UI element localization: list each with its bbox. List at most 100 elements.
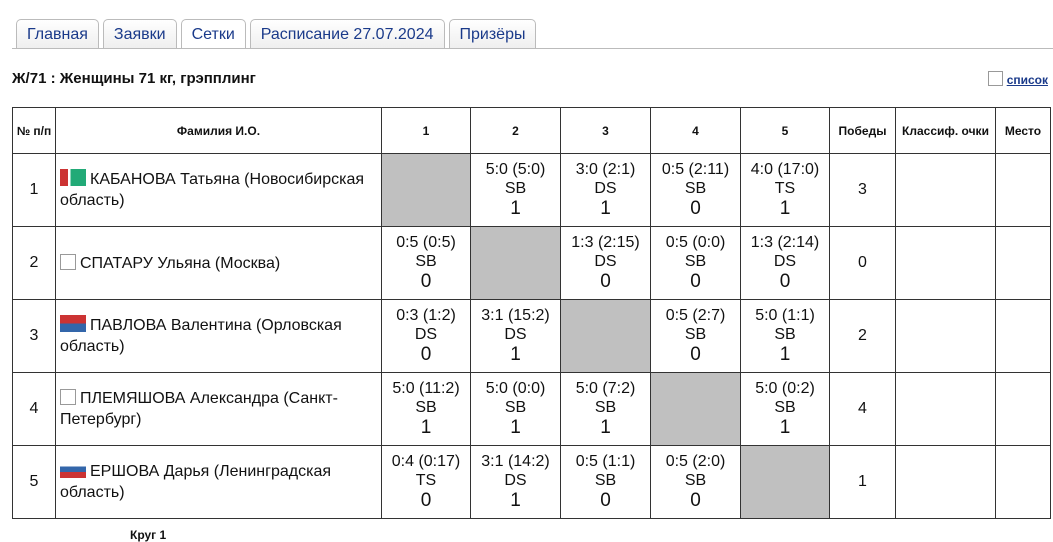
bout-score: 5:0 (7:2) — [575, 380, 636, 397]
bout-points: 0 — [779, 271, 791, 292]
bout-cell: 5:0 (1:1) SB 1 — [740, 299, 830, 373]
bout-cell: 5:0 (0:2) SB 1 — [740, 372, 830, 446]
wins: 0 — [829, 226, 896, 300]
row: 5 ЕРШОВА Дарья (Ленинградская область) 0:4… — [12, 445, 1051, 519]
bout-score: 4:0 (17:0) — [750, 161, 820, 178]
bout-points: 1 — [779, 417, 791, 438]
tab[interactable]: Расписание 27.07.2024 — [249, 19, 445, 49]
bout-method: SB — [594, 399, 617, 416]
empty-cell — [381, 153, 471, 227]
athlete-cell: КАБАНОВА Татьяна (Новосибирская область) — [55, 153, 382, 227]
bout-cell: 0:3 (1:2) DS 0 — [381, 299, 471, 373]
bout-method: DS — [504, 326, 527, 343]
bout-score: 5:0 (11:2) — [392, 380, 460, 397]
header-cell: Победы — [829, 107, 896, 154]
bout-score: 1:3 (2:14) — [750, 234, 820, 251]
header-cell: № п/п — [12, 107, 56, 154]
bout-cell: 3:1 (15:2) DS 1 — [470, 299, 561, 373]
row-number: 5 — [12, 445, 56, 519]
bout-points: 1 — [510, 344, 521, 365]
bout-points: 1 — [510, 417, 521, 438]
bout-points: 0 — [600, 490, 611, 511]
athlete-name: ПАВЛОВА Валентина (Орловская область) — [60, 317, 342, 355]
header-cell: Место — [995, 107, 1051, 154]
bout-cell: 5:0 (11:2) SB 1 — [381, 372, 471, 446]
bout-method: TS — [415, 472, 437, 489]
bout-method: SB — [774, 326, 796, 343]
bout-cell: 0:5 (2:11) SB 0 — [650, 153, 741, 227]
bout-method: DS — [594, 180, 617, 197]
class-points — [895, 372, 996, 446]
place — [995, 153, 1051, 227]
header-cell: 5 — [740, 107, 830, 154]
bout-method: DS — [773, 253, 797, 270]
header-cell: 1 — [381, 107, 471, 154]
bout-cell: 5:0 (0:0) SB 1 — [470, 372, 561, 446]
list-link[interactable]: список — [987, 71, 1048, 87]
bout-score: 0:5 (2:0) — [665, 453, 726, 470]
bout-cell: 0:5 (0:0) SB 0 — [650, 226, 741, 300]
bout-score: 5:0 (0:0) — [485, 380, 546, 397]
table-body: 1 КАБАНОВА Татьяна (Новосибирская область… — [12, 153, 1051, 519]
bout-points: 1 — [600, 417, 611, 438]
bout-score: 0:3 (1:2) — [396, 307, 456, 324]
bout-method: SB — [504, 180, 527, 197]
bracket-table: № п/п Фамилия И.О. 1 2 3 4 5 Победы Классиф. очк… — [12, 107, 1051, 519]
empty-cell — [560, 299, 651, 373]
bout-cell: 0:5 (0:5) SB 0 — [381, 226, 471, 300]
bout-method: DS — [594, 253, 617, 270]
row: 4 ПЛЕМЯШОВА Александра (Санкт-Петербург) 5… — [12, 372, 1051, 446]
header-cell: 3 — [560, 107, 651, 154]
round-label: Круг 1 — [130, 528, 167, 542]
bout-method: DS — [504, 472, 527, 489]
bout-points: 0 — [690, 344, 701, 365]
header-row: № п/п Фамилия И.О. 1 2 3 4 5 Победы Классиф. очк… — [12, 107, 1051, 154]
class-points — [895, 153, 996, 227]
bout-points: 0 — [690, 198, 701, 219]
athlete-cell: ПАВЛОВА Валентина (Орловская область) — [55, 299, 382, 373]
bout-method: SB — [684, 472, 707, 489]
bout-cell: 3:0 (2:1) DS 1 — [560, 153, 651, 227]
bout-method: TS — [774, 180, 796, 197]
bout-cell: 5:0 (5:0) SB 1 — [470, 153, 561, 227]
tab[interactable]: Главная — [16, 19, 99, 49]
bout-score: 1:3 (2:15) — [571, 234, 640, 251]
bout-cell: 1:3 (2:14) DS 0 — [740, 226, 830, 300]
bout-method: SB — [774, 399, 796, 416]
row-number: 1 — [12, 153, 56, 227]
bout-points: 1 — [779, 198, 791, 219]
bout-points: 1 — [600, 198, 611, 219]
bout-method: SB — [415, 399, 437, 416]
bout-method: SB — [415, 253, 437, 270]
divider — [12, 48, 1053, 49]
bout-score: 0:5 (0:0) — [665, 234, 726, 251]
bout-points: 0 — [420, 344, 432, 365]
row-number: 4 — [12, 372, 56, 446]
bout-points: 1 — [420, 417, 432, 438]
athlete-name: КАБАНОВА Татьяна (Новосибирская область) — [60, 171, 365, 209]
athlete-name: СПАТАРУ Ульяна (Москва) — [80, 254, 281, 272]
tab-bar: Главная Заявки Сетки Расписание 27.07.2024 П… — [16, 19, 537, 49]
athlete-cell: ЕРШОВА Дарья (Ленинградская область) — [55, 445, 382, 519]
tab[interactable]: Заявки — [102, 19, 177, 49]
flag — [60, 315, 86, 332]
class-points — [895, 226, 996, 300]
bout-points: 0 — [600, 271, 611, 292]
flag — [60, 169, 86, 186]
bout-score: 0:5 (0:5) — [396, 234, 456, 251]
tab[interactable]: Призёры — [448, 19, 537, 49]
bout-score: 0:4 (0:17) — [391, 453, 461, 470]
bout-cell: 0:5 (2:0) SB 0 — [650, 445, 741, 519]
athlete-cell: ПЛЕМЯШОВА Александра (Санкт-Петербург) — [55, 372, 382, 446]
tab[interactable]: Сетки — [180, 19, 246, 49]
bout-cell: 5:0 (7:2) SB 1 — [560, 372, 651, 446]
icon — [987, 71, 1003, 86]
empty-cell — [650, 372, 741, 446]
header-cell: Фамилия И.О. — [55, 107, 382, 154]
bout-method: SB — [504, 399, 527, 416]
wins: 1 — [829, 445, 896, 519]
bout-score: 5:0 (0:2) — [755, 380, 815, 397]
bout-cell: 3:1 (14:2) DS 1 — [470, 445, 561, 519]
class-points — [895, 445, 996, 519]
class-points — [895, 299, 996, 373]
